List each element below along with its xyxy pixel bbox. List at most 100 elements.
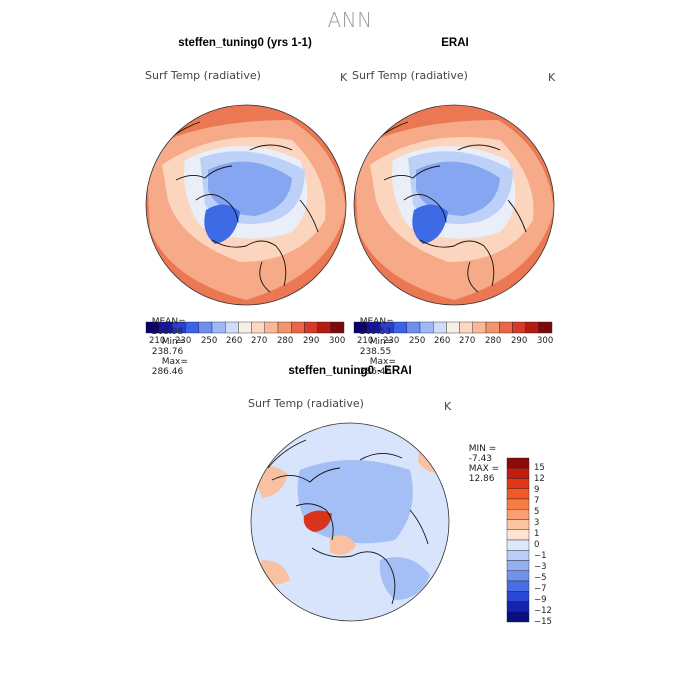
tick-label: 0 — [534, 540, 540, 550]
colorbar-swatch — [506, 478, 530, 489]
tick-label: 300 — [329, 336, 346, 346]
panel-title-obs: ERAI — [441, 37, 469, 49]
max-value-diff: 12.86 — [468, 474, 495, 484]
colorbar-swatch — [485, 321, 500, 334]
colorbar-ticks-model: 210 230 250 260 270 280 290 300 — [146, 336, 346, 348]
colorbar-swatch — [506, 498, 530, 510]
min-label-model: Min= — [161, 337, 186, 347]
map-border-model — [145, 104, 347, 306]
max-label-obs: Max= — [369, 357, 396, 367]
tick-label: 260 — [434, 336, 451, 346]
colorbar-swatch — [472, 321, 487, 334]
colorbar-swatch — [506, 570, 530, 582]
map-border-obs — [353, 104, 555, 306]
colorbar-swatch — [506, 560, 530, 571]
colorbar-diff — [506, 457, 530, 623]
min-label-obs: Min= — [369, 337, 394, 347]
colorbar-swatch — [406, 321, 421, 334]
colorbar-swatch — [506, 509, 530, 520]
max-label-model: Max= — [161, 357, 188, 367]
colorbar-swatch — [512, 321, 526, 334]
colorbar-swatch — [506, 519, 530, 530]
mean-label-obs: MEAN= — [359, 317, 394, 327]
colorbar-swatch — [433, 321, 447, 334]
figure-title: ANN — [327, 8, 373, 32]
tick-label: −9 — [534, 595, 547, 605]
min-value-diff: -7.43 — [468, 454, 493, 464]
tick-label: 250 — [201, 336, 218, 346]
colorbar-swatch — [419, 321, 434, 334]
colorbar-swatch — [506, 611, 530, 623]
tick-label: −1 — [534, 551, 547, 561]
colorbar-swatch — [211, 321, 226, 334]
colorbar-ticks-diff: 15 12 9 7 5 3 1 0 −1 −3 −5 −7 −9 −12 −15 — [534, 460, 574, 630]
polar-map-model — [146, 105, 346, 305]
colorbar-swatch — [506, 468, 530, 479]
colorbar-swatch — [506, 601, 530, 612]
max-value-model: 286.46 — [151, 367, 184, 377]
max-label-diff: MAX = — [468, 464, 500, 474]
stats-diff: MIN = -7.43 MAX = 12.86 — [463, 434, 500, 484]
colorbar-swatch — [506, 457, 530, 469]
colorbar-swatch — [506, 529, 530, 541]
colorbar-swatch — [330, 321, 345, 334]
tick-label: 230 — [383, 336, 400, 346]
tick-label: −3 — [534, 562, 547, 572]
mean-label-model: MEAN= — [151, 317, 186, 327]
tick-label: 260 — [226, 336, 243, 346]
max-value-obs: 286.46 — [359, 367, 392, 377]
tick-label: 3 — [534, 518, 540, 528]
polar-map-obs — [354, 105, 554, 305]
tick-label: 210 — [357, 336, 374, 346]
units-label-diff: K — [444, 400, 452, 413]
tick-label: 250 — [409, 336, 426, 346]
colorbar-ticks-obs: 210 230 250 260 270 280 290 300 — [354, 336, 554, 348]
tick-label: 15 — [534, 463, 545, 473]
mean-value-obs: 269.53 — [359, 327, 392, 337]
colorbar-swatch — [506, 539, 530, 551]
colorbar-swatch — [317, 321, 332, 334]
colorbar-swatch — [506, 550, 530, 561]
tick-label: 7 — [534, 496, 540, 506]
colorbar-swatch — [198, 321, 213, 334]
panel-title-diff: steffen_tuning0 - ERAI — [288, 365, 412, 377]
map-border-diff — [250, 422, 450, 622]
colorbar-swatch — [277, 321, 292, 334]
tick-label: 300 — [537, 336, 554, 346]
panel-title-model: steffen_tuning0 (yrs 1-1) — [178, 37, 312, 49]
polar-map-diff — [251, 423, 449, 621]
min-value-obs: 238.55 — [359, 347, 392, 357]
colorbar-swatch — [224, 321, 239, 334]
variable-label-obs: Surf Temp (radiative) — [352, 69, 468, 82]
tick-label: −12 — [534, 606, 552, 616]
mean-value-model: 268.98 — [151, 327, 184, 337]
tick-label: 12 — [534, 474, 545, 484]
stats-model: MEAN= 268.98 Min= 238.76 Max= 286.46 — [146, 307, 188, 377]
colorbar-model — [145, 321, 345, 334]
tick-label: −7 — [534, 584, 547, 594]
colorbar-swatch — [506, 580, 530, 592]
tick-label: 280 — [277, 336, 294, 346]
colorbar-swatch — [525, 321, 539, 334]
colorbar-swatch — [264, 321, 279, 334]
variable-label-model: Surf Temp (radiative) — [145, 69, 261, 82]
tick-label: −15 — [534, 617, 552, 627]
tick-label: 270 — [251, 336, 268, 346]
colorbar-swatch — [251, 321, 266, 334]
tick-label: 210 — [149, 336, 166, 346]
colorbar-swatch — [499, 321, 513, 334]
stats-obs: MEAN= 269.53 Min= 238.55 Max= 286.46 — [354, 307, 396, 377]
colorbar-swatch — [506, 591, 530, 602]
colorbar-swatch — [506, 488, 530, 500]
tick-label: 290 — [511, 336, 528, 346]
min-label-diff: MIN = — [468, 444, 497, 454]
colorbar-swatch — [238, 321, 252, 334]
tick-label: 290 — [303, 336, 320, 346]
colorbar-swatch — [291, 321, 305, 334]
variable-label-diff: Surf Temp (radiative) — [248, 397, 364, 410]
tick-label: 9 — [534, 485, 540, 495]
min-value-model: 238.76 — [151, 347, 184, 357]
colorbar-obs — [353, 321, 553, 334]
colorbar-swatch — [538, 321, 553, 334]
tick-label: 1 — [534, 529, 540, 539]
